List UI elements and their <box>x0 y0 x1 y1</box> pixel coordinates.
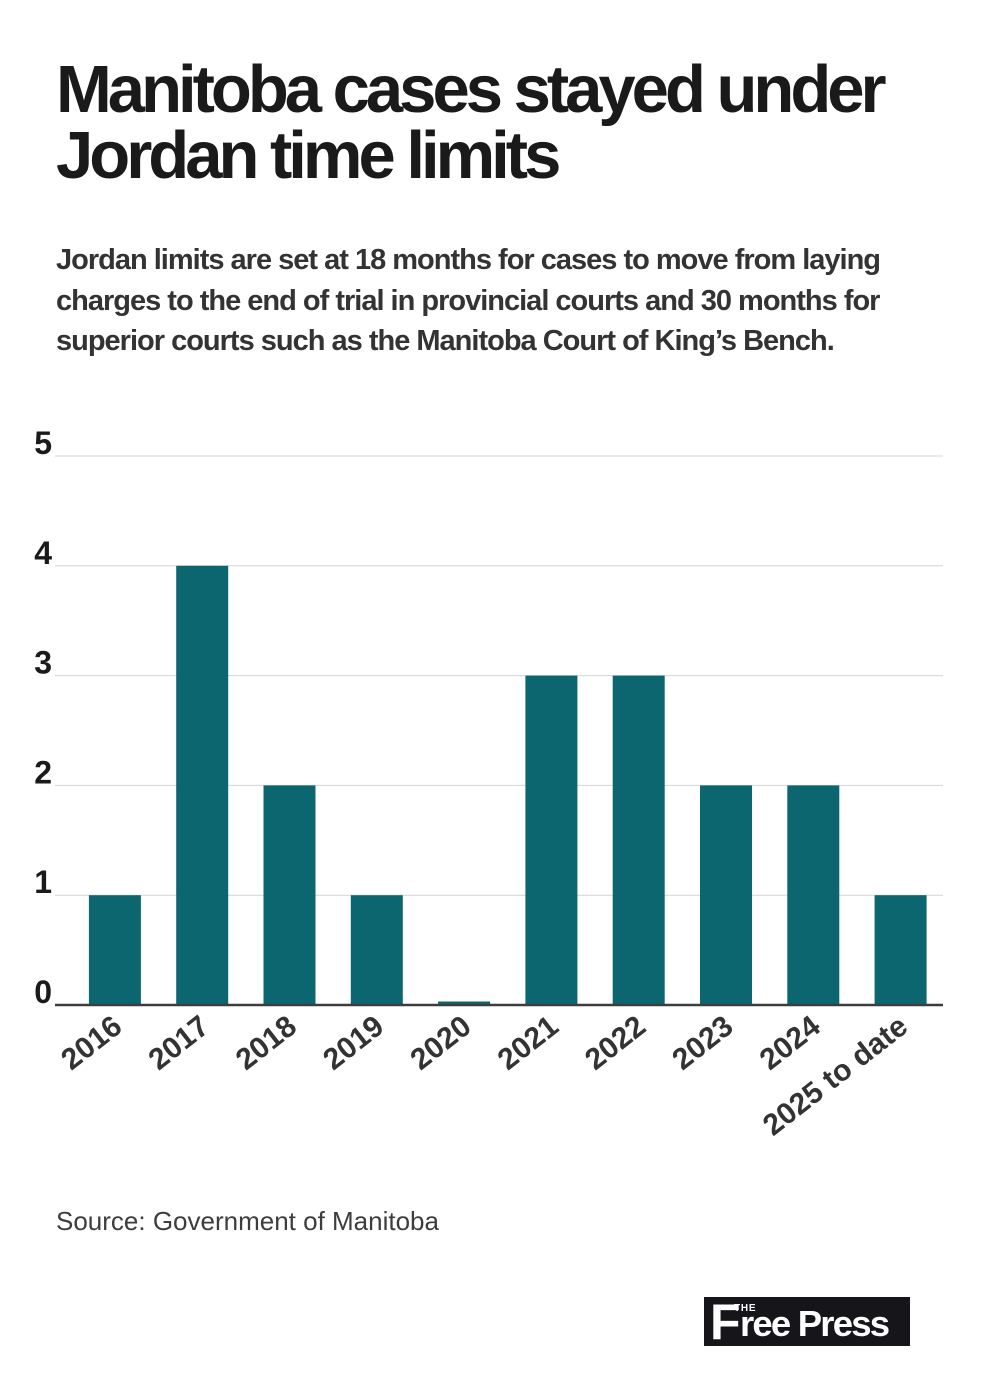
svg-text:2021: 2021 <box>492 1010 565 1077</box>
svg-text:3: 3 <box>34 645 52 681</box>
svg-text:0: 0 <box>34 974 52 1010</box>
svg-text:2017: 2017 <box>143 1010 216 1077</box>
svg-text:5: 5 <box>34 425 52 461</box>
svg-text:ree Press: ree Press <box>740 1303 889 1344</box>
svg-text:2022: 2022 <box>579 1010 652 1077</box>
svg-text:2: 2 <box>34 754 52 790</box>
svg-text:2024: 2024 <box>754 1009 827 1076</box>
svg-text:4: 4 <box>34 535 52 571</box>
svg-text:2016: 2016 <box>55 1010 128 1077</box>
svg-text:2020: 2020 <box>404 1010 477 1077</box>
svg-text:2023: 2023 <box>666 1010 739 1077</box>
svg-text:2019: 2019 <box>317 1010 390 1077</box>
svg-text:2018: 2018 <box>230 1010 303 1077</box>
svg-text:1: 1 <box>34 864 52 900</box>
svg-text:THE: THE <box>734 1303 756 1314</box>
